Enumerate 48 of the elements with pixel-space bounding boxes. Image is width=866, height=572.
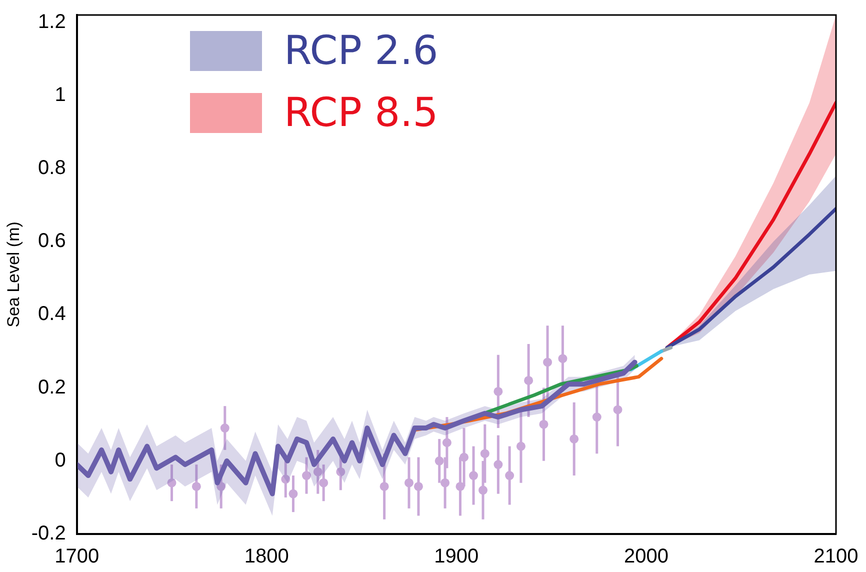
y-tick-label: 0.8 [38, 157, 66, 180]
point [539, 420, 548, 429]
y-tick-label: 1 [54, 84, 66, 106]
point [524, 376, 534, 385]
point [336, 467, 346, 476]
point [469, 471, 478, 480]
point [570, 434, 579, 444]
y-tick-label: 0.4 [38, 303, 66, 326]
point [592, 412, 602, 422]
point [288, 489, 298, 498]
point [319, 478, 328, 488]
point [414, 482, 423, 491]
x-tick-label: 2100 [814, 546, 858, 568]
point [494, 386, 503, 396]
x-tick-label: 1800 [244, 546, 289, 568]
point [613, 405, 622, 414]
y-tick-label: 0.2 [38, 376, 66, 398]
point [558, 354, 568, 364]
y-tick-label: 1.2 [38, 10, 66, 33]
point [494, 460, 503, 470]
point [220, 424, 230, 433]
point [460, 452, 469, 462]
point [456, 482, 465, 491]
y-tick-label: -0.2 [31, 522, 66, 545]
point [505, 471, 514, 480]
point [442, 438, 452, 448]
x-tick-label: 2000 [624, 546, 668, 568]
point [302, 471, 311, 480]
point [543, 358, 552, 367]
y-tick-label: 0.6 [38, 230, 66, 252]
x-tick-label: 1700 [54, 546, 100, 568]
point [516, 442, 526, 451]
point [192, 482, 201, 491]
point [404, 478, 414, 488]
legend-label: RCP 2.6 [284, 28, 438, 74]
legend-label: RCP 8.5 [284, 90, 438, 136]
point [216, 482, 226, 491]
y-tick-label: 0 [54, 449, 66, 472]
point [167, 478, 176, 488]
point [480, 449, 490, 458]
point [478, 486, 488, 495]
x-tick-label: 1900 [434, 546, 479, 568]
point [434, 456, 444, 466]
point [281, 474, 290, 484]
point [440, 478, 450, 488]
y-axis-title: Sea Level (m) [4, 222, 23, 328]
point [380, 482, 389, 491]
point [313, 467, 322, 476]
